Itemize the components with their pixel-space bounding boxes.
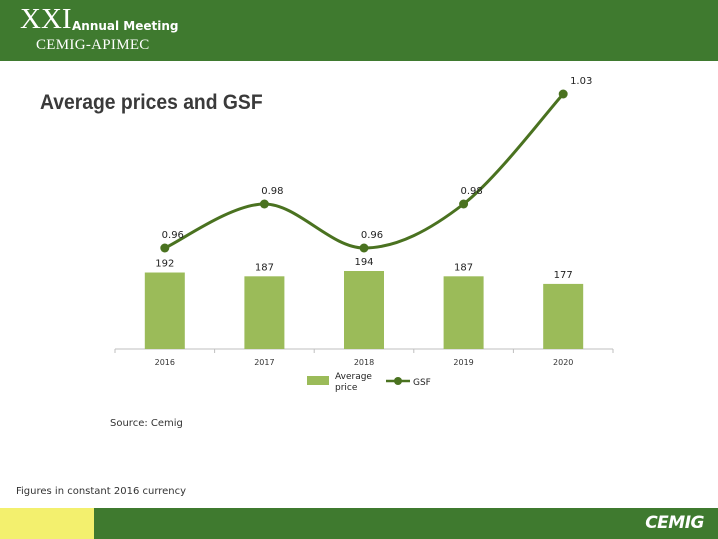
gsf-point (558, 89, 568, 99)
x-tick-label: 2016 (155, 358, 175, 367)
gsf-value-label: 0.96 (162, 230, 184, 241)
gsf-value-label: 0.98 (460, 186, 482, 197)
footer-bar (0, 508, 718, 539)
page-title: Average prices and GSF (40, 91, 263, 114)
gsf-point (259, 199, 269, 209)
bar-average-price (244, 276, 285, 349)
cemig-logo: CEMIG (645, 513, 704, 533)
gsf-point (359, 243, 369, 253)
bar-average-price (144, 272, 185, 349)
bar-average-price (543, 283, 584, 349)
bar-value-label: 194 (354, 257, 373, 268)
bar-value-label: 192 (155, 259, 174, 270)
gsf-line (164, 92, 565, 250)
header-bar: XXI Annual Meeting CEMIG-APIMEC (0, 0, 718, 61)
bar-value-label: 187 (454, 262, 473, 273)
event-name: Annual Meeting (72, 19, 179, 33)
bar-average-price (443, 276, 484, 349)
x-tick-label: 2017 (254, 358, 274, 367)
currency-note: Figures in constant 2016 currency (16, 486, 187, 497)
legend-label-average-price: Average price (335, 372, 372, 393)
legend-marker-gsf (394, 377, 402, 385)
gsf-value-label: 0.96 (361, 230, 383, 241)
chart: 192 2016 187 2017 194 2018 187 2019 177 2020 0.96 0… (114, 76, 614, 393)
gsf-point (160, 243, 170, 253)
legend-label-gsf: GSF (413, 378, 431, 388)
bar-average-price (344, 271, 384, 349)
gsf-value-label: 0.98 (261, 186, 283, 197)
source-note: Source: Cemig (110, 418, 183, 429)
event-org: CEMIG-APIMEC (36, 37, 150, 53)
gsf-point (459, 199, 469, 209)
x-tick-label: 2018 (354, 358, 374, 367)
bar-value-label: 177 (554, 270, 573, 281)
legend-swatch-average-price (307, 376, 329, 385)
bar-value-label: 187 (255, 262, 274, 273)
footer-accent (0, 508, 94, 539)
event-edition: XXI (20, 3, 72, 35)
gsf-value-label: 1.03 (570, 76, 592, 87)
x-tick-label: 2020 (553, 358, 573, 367)
x-tick-label: 2019 (453, 358, 473, 367)
